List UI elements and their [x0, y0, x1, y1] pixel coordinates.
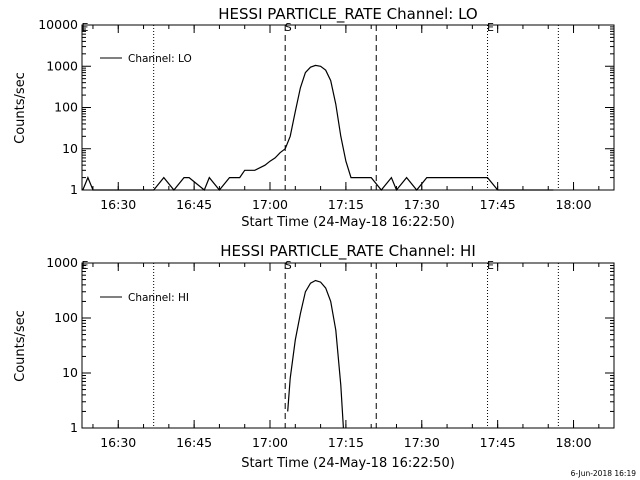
x-tick-label: 17:30 [404, 197, 440, 212]
x-tick-label: 17:45 [480, 435, 516, 450]
legend-label-hi: Channel: HI [128, 292, 189, 304]
x-tick-label: 16:45 [176, 435, 212, 450]
x-tick-label: 17:45 [480, 197, 516, 212]
title-hi: HESSI PARTICLE_RATE Channel: HI [220, 242, 476, 261]
x-tick-label: 16:45 [176, 197, 212, 212]
legend-hi: Channel: HI [100, 292, 189, 304]
x-tick-label: 16:30 [100, 197, 136, 212]
panel-lo: HESSI PARTICLE_RATE Channel: LO E S E 16:3… [13, 5, 615, 230]
legend-label-lo: Channel: LO [128, 53, 192, 65]
marker-label: E [487, 21, 494, 34]
legend-lo: Channel: LO [100, 53, 192, 65]
panel-hi-ticks: 16:30 16:45 17:00 17:15 17:30 17:45 18:00 1 10 10… [46, 255, 614, 450]
marker-label: S [285, 259, 292, 272]
x-tick-label: 16:30 [100, 435, 136, 450]
x-tick-label: 17:00 [252, 197, 288, 212]
footer-timestamp: 6-Jun-2018 16:19 [571, 469, 637, 478]
ylabel-hi: Counts/sec [13, 310, 28, 382]
y-tick-label: 1000 [46, 58, 78, 73]
series-line [82, 64, 554, 192]
y-tick-label: 1 [70, 182, 78, 197]
marker-label: E [487, 259, 494, 272]
ylabel-lo: Counts/sec [13, 72, 28, 144]
y-tick-label: 10 [62, 141, 78, 156]
xlabel-lo: Start Time (24-May-18 16:22:50) [241, 215, 455, 230]
y-tick-label: 100 [54, 100, 78, 115]
x-tick-label: 17:00 [252, 435, 288, 450]
y-tick-label: 10000 [38, 17, 78, 32]
y-tick-label: 10 [62, 365, 78, 380]
x-tick-label: 17:15 [328, 435, 364, 450]
series-line [287, 279, 344, 429]
y-tick-label: 100 [54, 310, 78, 325]
plot-frame-hi [81, 262, 615, 429]
y-tick-label: 1 [70, 420, 78, 435]
marker-label: S [285, 21, 292, 34]
xlabel-hi: Start Time (24-May-18 16:22:50) [241, 456, 455, 471]
panel-hi-series [287, 279, 344, 429]
plot-frame-lo [81, 24, 615, 191]
x-tick-label: 18:00 [556, 197, 592, 212]
panel-lo-ticks: 16:30 16:45 17:00 17:15 17:30 17:45 18:00 1 10 10… [38, 17, 614, 212]
x-tick-label: 17:30 [404, 435, 440, 450]
marker-label: E [82, 21, 89, 34]
y-tick-label: 1000 [46, 255, 78, 270]
x-tick-label: 17:15 [328, 197, 364, 212]
panel-lo-series [82, 64, 554, 192]
title-lo: HESSI PARTICLE_RATE Channel: LO [218, 5, 477, 24]
x-tick-label: 18:00 [556, 435, 592, 450]
